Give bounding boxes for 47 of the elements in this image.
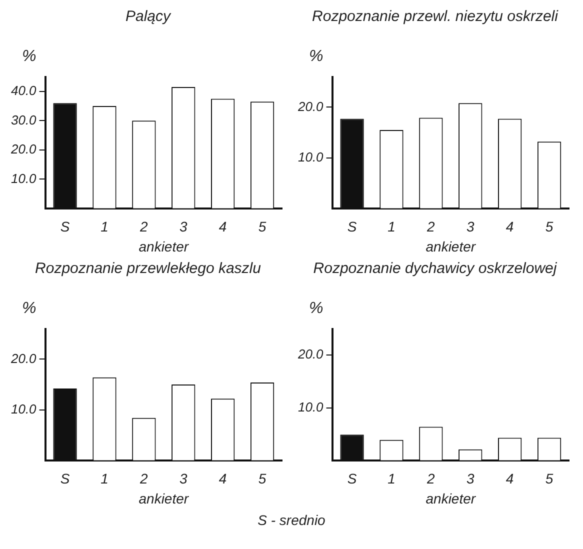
x-tick-label: 4	[506, 470, 514, 487]
x-tick-label: 3	[466, 470, 474, 487]
y-tick-label: 20.0	[10, 142, 38, 157]
y-tick-label: 10.0	[298, 399, 324, 414]
x-tick-label: 1	[388, 470, 396, 487]
y-tick-label: 20.0	[296, 98, 324, 114]
x-tick-label: 1	[100, 218, 108, 235]
x-tick-label: 1	[100, 470, 108, 487]
chart-title: Rozpoznanie przewlekłego kaszlu	[34, 260, 262, 279]
x-tick-label: 1	[388, 218, 396, 235]
x-tick-label: 3	[179, 218, 188, 235]
x-tick-label: S	[60, 470, 70, 487]
x-tick-label: 2	[139, 470, 148, 487]
x-axis-title: ankieter	[426, 238, 477, 254]
x-tick-label: 2	[139, 218, 148, 235]
x-tick-label: 3	[179, 470, 188, 487]
text: S - srednio	[256, 512, 326, 528]
y-axis-title: %	[308, 300, 324, 318]
x-tick-label: 5	[258, 218, 266, 235]
y-axis-title: %	[308, 48, 324, 66]
x-tick-label: 5	[545, 470, 554, 487]
y-tick-label: 20.0	[10, 350, 38, 366]
chart-title: Palący	[124, 8, 172, 27]
x-tick-label: 3	[466, 218, 474, 235]
y-tick-label: 10.0	[10, 170, 38, 186]
x-tick-label: 5	[545, 218, 554, 235]
x-tick-label: 2	[426, 218, 436, 235]
chart-title: Rozpoznanie przewl. niezytu oskrzeli	[311, 8, 560, 27]
y-axis-title: %	[21, 300, 38, 318]
y-tick-label: 20.0	[296, 346, 324, 362]
y-tick-label: 40.0	[10, 83, 38, 98]
chart-title: Rozpoznanie dychawicy oskrzelowej	[312, 260, 558, 279]
x-tick-label: S	[347, 470, 358, 487]
x-axis-title: ankieter	[138, 238, 190, 254]
y-tick-label: 30.0	[10, 112, 38, 128]
x-tick-label: 4	[218, 218, 227, 235]
y-tick-label: 10.0	[10, 401, 38, 416]
x-tick-label: 4	[218, 470, 227, 487]
x-axis-title: ankieter	[426, 490, 477, 506]
x-tick-label: S	[60, 218, 70, 235]
y-axis-title: %	[21, 48, 38, 66]
x-tick-label: 2	[426, 470, 436, 487]
x-tick-label: S	[347, 218, 358, 235]
x-tick-label: 4	[506, 218, 514, 235]
x-axis-title: ankieter	[138, 490, 190, 506]
x-tick-label: 5	[258, 470, 266, 487]
y-tick-label: 10.0	[298, 149, 324, 164]
